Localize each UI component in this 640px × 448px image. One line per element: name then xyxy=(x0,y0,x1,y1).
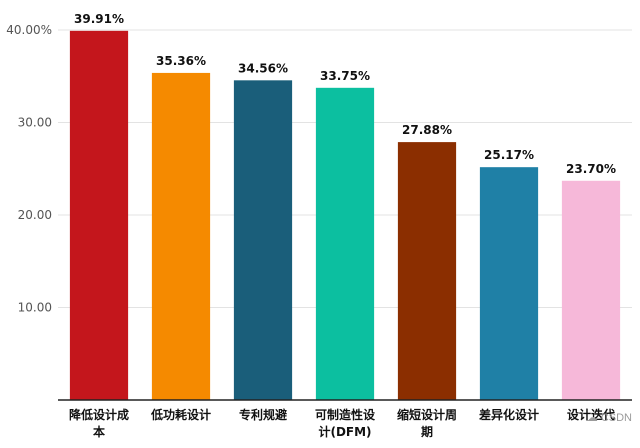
bar xyxy=(70,31,128,400)
data-label: 25.17% xyxy=(484,148,534,162)
watermark-text: CSDN xyxy=(601,412,632,424)
y-tick-label: 10.00 xyxy=(18,301,52,315)
x-tick-label: 低功耗设计 xyxy=(150,407,211,422)
x-tick-label: 期 xyxy=(421,424,433,439)
data-label: 27.88% xyxy=(402,123,452,137)
x-tick-label: 差异化设计 xyxy=(478,407,539,422)
bars xyxy=(70,31,620,400)
x-tick-label: 降低设计成 xyxy=(69,407,129,422)
y-tick-label: 30.00 xyxy=(18,116,52,130)
data-label: 33.75% xyxy=(320,69,370,83)
x-tick-label: 专利规避 xyxy=(239,407,287,422)
data-label: 39.91% xyxy=(74,12,124,26)
bar xyxy=(480,167,538,400)
y-tick-label: 40.00% xyxy=(6,23,52,37)
watermark: ☁ CSDN xyxy=(587,411,632,424)
bar xyxy=(234,80,292,400)
bar xyxy=(152,73,210,400)
x-tick-label: 本 xyxy=(93,424,105,439)
data-label: 35.36% xyxy=(156,54,206,68)
bar xyxy=(398,142,456,400)
x-tick-label: 缩短设计周 xyxy=(397,407,457,422)
bar xyxy=(562,181,620,400)
data-label: 23.70% xyxy=(566,162,616,176)
x-tick-label: 计(DFM) xyxy=(318,424,371,439)
x-tick-label: 可制造性设 xyxy=(315,407,376,422)
watermark-icon: ☁ xyxy=(587,412,601,424)
bar xyxy=(316,88,374,400)
y-axis-ticks: 10.00 20.00 30.00 40.00% xyxy=(6,23,52,315)
y-tick-label: 20.00 xyxy=(18,208,52,222)
data-label: 34.56% xyxy=(238,61,288,75)
